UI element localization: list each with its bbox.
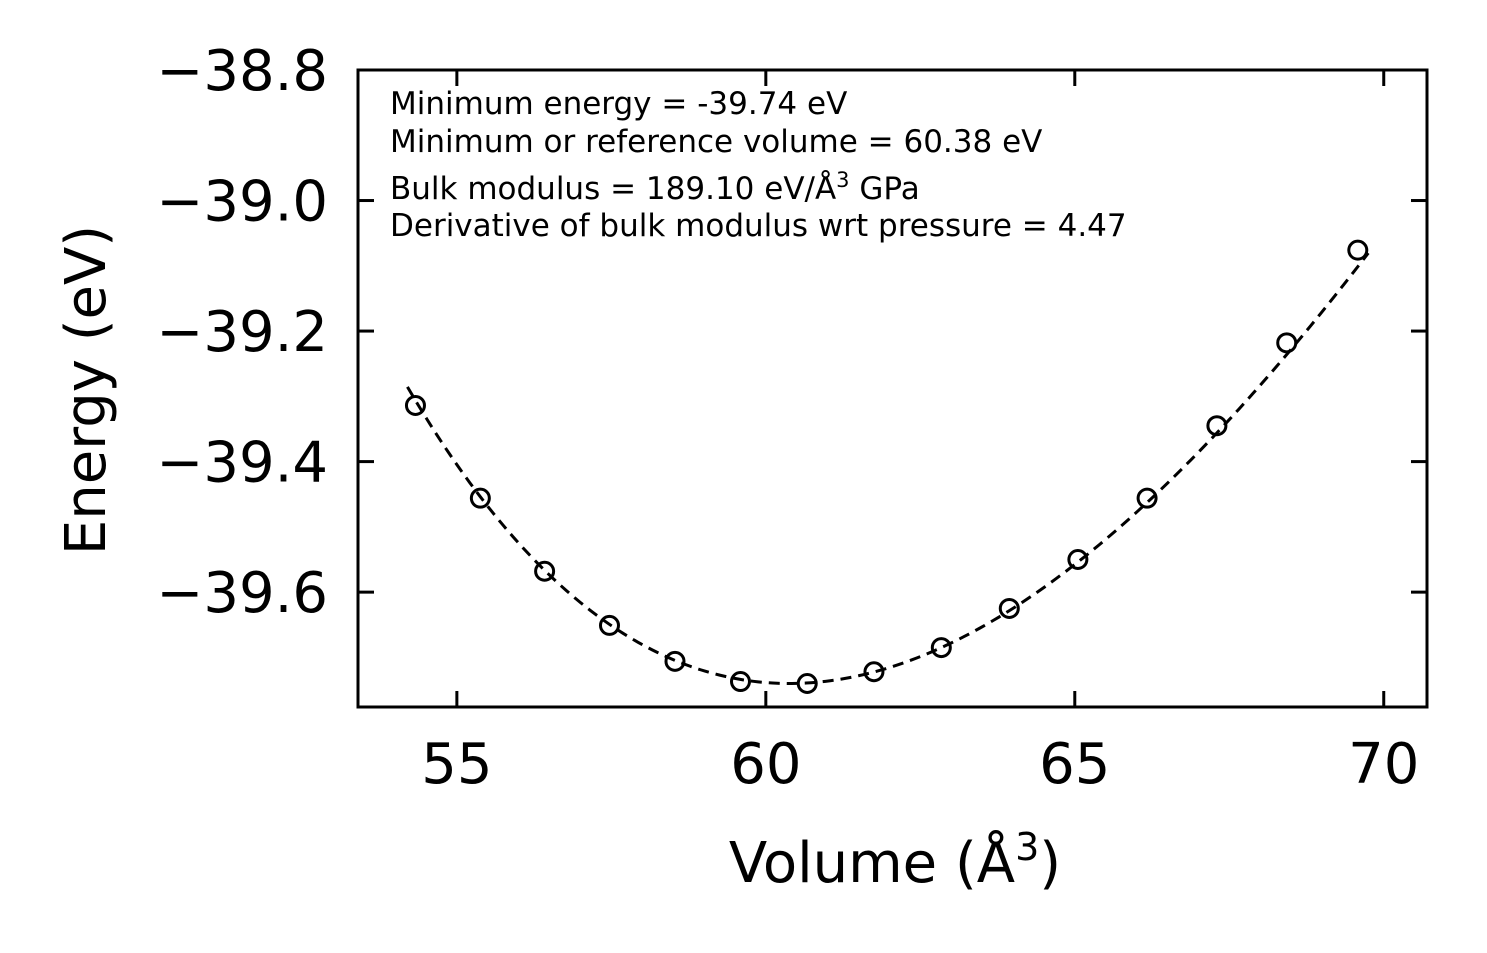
y-tick-label: −39.6 xyxy=(156,561,328,626)
data-point xyxy=(796,673,818,695)
y-tick-label: −38.8 xyxy=(156,39,328,104)
y-tick-label: −39.2 xyxy=(156,300,328,365)
fit-curve xyxy=(406,252,1370,685)
data-point xyxy=(404,394,426,416)
data-point xyxy=(598,614,620,636)
x-tick-label: 60 xyxy=(730,732,801,797)
y-tick-label: −39.4 xyxy=(156,431,328,496)
data-point xyxy=(1067,548,1089,570)
data-point xyxy=(534,560,556,582)
x-tick-label: 70 xyxy=(1348,732,1419,797)
data-point xyxy=(729,671,751,693)
x-axis-label: Volume (Å3) xyxy=(729,825,1061,896)
data-points-layer xyxy=(404,239,1369,695)
data-point xyxy=(1136,487,1158,509)
plot-frame xyxy=(356,68,1429,709)
data-point xyxy=(1206,415,1228,437)
annotation-box: Minimum energy = -39.74 eV Minimum or re… xyxy=(390,86,1127,244)
annotation-min-volume: Minimum or reference volume = 60.38 eV xyxy=(390,124,1042,160)
fit-curve-layer xyxy=(406,252,1370,685)
x-tick-label: 65 xyxy=(1039,732,1110,797)
annotation-min-energy: Minimum energy = -39.74 eV xyxy=(390,86,847,122)
annotation-bulk-derivative: Derivative of bulk modulus wrt pressure … xyxy=(390,208,1127,244)
y-axis-label: Energy (eV) xyxy=(54,225,119,555)
data-point xyxy=(1276,332,1298,354)
data-point xyxy=(863,661,885,683)
data-point xyxy=(930,637,952,659)
annotation-bulk-modulus: Bulk modulus = 189.10 eV/Å3 GPa xyxy=(390,168,920,207)
x-tick-label: 55 xyxy=(421,732,492,797)
data-point xyxy=(998,597,1020,619)
x-ticks-layer: 55 60 65 70 xyxy=(421,70,1419,797)
data-point xyxy=(664,650,686,672)
y-tick-label: −39.0 xyxy=(156,170,328,235)
data-point xyxy=(1347,239,1369,261)
data-point xyxy=(469,487,491,509)
y-ticks-layer: −38.8 −39.0 −39.2 −39.4 −39.6 xyxy=(156,39,1427,626)
